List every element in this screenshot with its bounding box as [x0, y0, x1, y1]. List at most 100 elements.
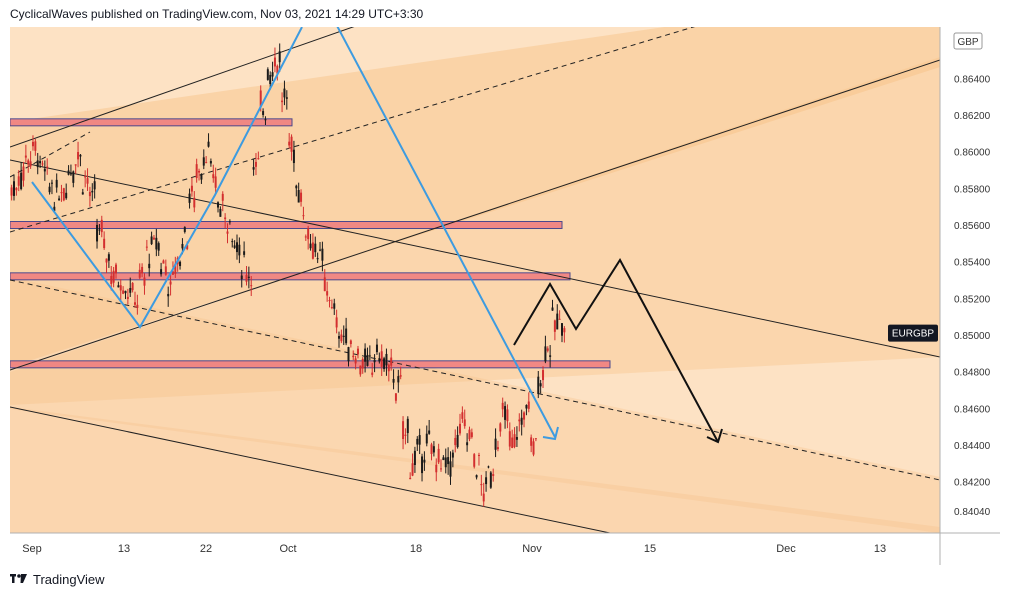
candle-body [62, 188, 65, 201]
time-tick-label: Nov [522, 543, 542, 555]
candle-body [492, 474, 495, 476]
candle-body [252, 167, 255, 170]
candle-body [91, 190, 94, 193]
candle-body [563, 328, 566, 333]
candle-body [88, 191, 91, 197]
channel-rising-line[interactable] [10, 59, 940, 371]
candle-body [534, 438, 537, 440]
price-tick-label: 0.84800 [954, 368, 991, 379]
symbol-price-tag: EURGBP [888, 324, 938, 342]
candle-body [141, 266, 144, 274]
candle-body [352, 355, 355, 358]
candle-body [316, 258, 319, 260]
candle-body [72, 171, 75, 183]
candle-body [55, 179, 58, 188]
candle-body [342, 335, 345, 337]
candle-body [416, 438, 419, 445]
candle-body [371, 372, 374, 375]
price-tick-label: 0.85200 [954, 294, 991, 305]
channel-dashed-upper[interactable] [10, 27, 710, 233]
candle-body [494, 438, 497, 450]
candle-body [224, 217, 227, 220]
candle-body [117, 285, 120, 288]
candle-body [48, 186, 51, 193]
channel-top-line[interactable] [10, 27, 410, 148]
candle-body [302, 215, 305, 217]
black-projection-path[interactable] [513, 258, 719, 443]
price-tick-label: 0.85800 [954, 184, 991, 195]
candle-body [39, 161, 42, 164]
candle-body [155, 237, 158, 250]
support-resistance-zone[interactable] [10, 221, 563, 229]
candle-body [366, 354, 369, 366]
candle-body [20, 172, 23, 190]
blue-wave-line[interactable] [31, 27, 303, 329]
candle-body [340, 334, 343, 342]
candle-body [195, 164, 198, 179]
candle-body [437, 448, 440, 463]
candle-body [174, 263, 177, 274]
candle-body [335, 317, 338, 328]
candle-body [333, 303, 336, 309]
candle-body [103, 238, 106, 249]
candle-body [115, 264, 118, 274]
candle-body [259, 90, 262, 107]
blue-arrow-head [542, 426, 559, 441]
time-tick-label: Sep [22, 543, 42, 555]
candle-body [193, 197, 196, 208]
candle-body [511, 437, 514, 448]
candle-body [290, 136, 293, 152]
candlestick-chart[interactable]: 0.86400 0.86200 0.86000 0.85800 0.85600 0.854… [10, 27, 1000, 565]
candle-body [539, 383, 542, 387]
candle-body [385, 353, 388, 366]
candle-body [202, 157, 205, 166]
candle-body [243, 251, 246, 255]
candle-body [542, 370, 545, 381]
candle-body [307, 228, 310, 240]
candle-body [475, 475, 478, 478]
dashed-left-fragment[interactable] [10, 131, 91, 178]
candle-body [515, 437, 518, 440]
candle-body [69, 173, 72, 175]
candle-body [447, 457, 450, 465]
candle-body [440, 468, 443, 470]
candle-body [112, 270, 115, 283]
candle-body [378, 358, 381, 362]
price-tick-label: 0.86200 [954, 111, 991, 122]
candle-body [402, 421, 405, 440]
candle-body [356, 348, 359, 355]
candle-body [394, 393, 397, 401]
candle-body [435, 464, 438, 473]
candle-body [546, 348, 549, 351]
candle-body [133, 302, 136, 305]
candle-body [126, 296, 129, 299]
candle-body [482, 493, 485, 502]
candle-body [330, 307, 333, 309]
candle-body [34, 141, 37, 151]
blue-impulse-line[interactable] [335, 27, 556, 438]
candle-body [418, 435, 421, 445]
price-tick-label: 0.84040 [954, 507, 991, 518]
candle-body [383, 358, 386, 369]
chart-area[interactable]: 0.86400 0.86200 0.86000 0.85800 0.85600 0.854… [10, 27, 1000, 565]
candle-body [129, 288, 132, 293]
candle-body [321, 248, 324, 261]
support-resistance-zone[interactable] [10, 118, 293, 127]
candle-body [217, 202, 220, 208]
price-tick-label: 0.85400 [954, 258, 991, 269]
channel-dashed-lower[interactable] [10, 279, 940, 481]
candle-body [183, 227, 186, 232]
candle-body [205, 162, 208, 164]
channel-falling-line[interactable] [10, 159, 940, 358]
support-resistance-zone[interactable] [10, 360, 611, 369]
channel-bottom-line[interactable] [10, 406, 611, 533]
candle-body [67, 170, 70, 175]
candle-body [456, 434, 459, 448]
candle-body [238, 244, 241, 256]
candle-body [504, 406, 507, 420]
candle-body [77, 152, 80, 160]
candle-body [171, 271, 174, 275]
candle-body [461, 412, 464, 419]
candle-body [160, 269, 163, 275]
footer-brand: TradingView [33, 572, 105, 587]
